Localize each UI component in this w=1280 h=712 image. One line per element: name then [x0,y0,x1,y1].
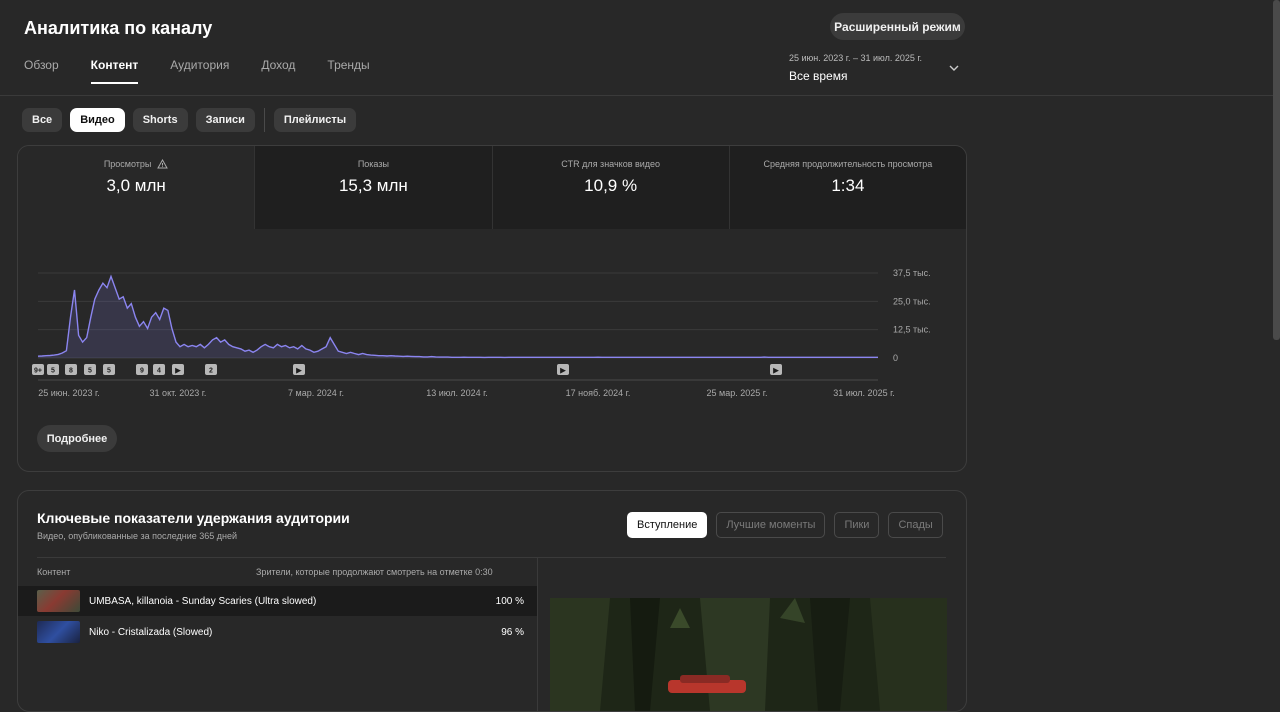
tab-intro[interactable]: Вступление [627,512,708,538]
tab-overview[interactable]: Обзор [24,58,59,72]
column-divider [537,558,538,711]
x-tick-label: 13 июл. 2024 г. [426,388,488,398]
column-header-content: Контент [37,567,71,577]
forest-preview-image [550,598,947,711]
tab-bar: Обзор Контент Аудитория Доход Тренды [24,58,402,84]
upload-marker-label: 2 [209,368,213,375]
upload-marker-label: ▶ [772,368,779,375]
y-tick-label: 37,5 тыс. [893,268,931,278]
advanced-mode-button[interactable]: Расширенный режим [830,13,965,40]
upload-marker [47,364,59,375]
header-divider [0,95,1280,96]
page-title: Аналитика по каналу [24,18,213,38]
chip-posts[interactable]: Записи [195,108,255,132]
upload-marker-label: 9 [140,368,144,375]
warning-icon [157,159,169,169]
metric-views-label: Просмотры [103,159,152,169]
metric-views[interactable]: Просмотры 3,0 млн [18,146,255,229]
metrics-card: Просмотры 3,0 млн Показы 15,3 млн CTR дл… [17,145,967,472]
chip-separator [263,108,265,132]
retention-divider [37,557,946,558]
tab-dips[interactable]: Спады [888,512,943,538]
retention-tabs: Вступление Лучшие моменты Пики Спады [627,512,952,538]
upload-marker [84,364,96,375]
metric-avg-duration-value: 1:34 [831,176,865,195]
metric-ctr[interactable]: CTR для значков видео 10,9 % [491,146,729,229]
metric-impressions-value: 15,3 млн [338,176,408,195]
retention-percent: 96 % [501,626,524,638]
upload-marker [136,364,148,375]
upload-marker [103,364,115,375]
date-range-picker[interactable]: 25 июн. 2023 г. – 31 июл. 2025 г. Все вр… [789,53,922,83]
chip-playlists[interactable]: Плейлисты [273,108,357,132]
tab-peaks[interactable]: Пики [834,512,880,538]
chip-video[interactable]: Видео [70,108,125,132]
video-title: UMBASA, killanoia - Sunday Scaries (Ultr… [89,595,317,607]
upload-marker-label: ▶ [295,368,302,375]
upload-marker [557,364,569,375]
video-thumbnail [37,590,80,612]
upload-marker [172,364,184,375]
tab-content[interactable]: Контент [90,58,138,84]
x-tick-label: 17 нояб. 2024 г. [566,388,631,398]
x-tick-label: 25 мар. 2025 г. [707,388,768,398]
video-preview[interactable] [550,598,947,711]
x-tick-label: 25 июн. 2023 г. [38,388,99,398]
metric-avg-duration-label: Средняя продолжительность просмотра [763,159,933,169]
upload-marker-label: 5 [51,368,55,375]
tab-revenue[interactable]: Доход [261,58,296,72]
upload-marker [153,364,165,375]
metric-impressions-label: Показы [357,159,389,169]
video-thumbnail [37,621,80,643]
metric-ctr-value: 10,9 % [584,176,638,195]
tab-trends[interactable]: Тренды [327,58,370,72]
upload-marker [32,364,44,375]
page-scrollbar[interactable] [1273,0,1280,340]
x-tick-label: 31 окт. 2023 г. [150,388,207,398]
upload-marker-label: ▶ [174,368,181,375]
retention-card: Ключевые показатели удержания аудитории … [17,490,967,712]
upload-marker-label: 9+ [34,368,42,375]
tab-best-moments[interactable]: Лучшие моменты [716,512,826,538]
upload-marker [293,364,305,375]
y-tick-label: 0 [893,353,898,363]
chevron-down-icon[interactable] [948,62,960,74]
retention-title: Ключевые показатели удержания аудитории [37,510,350,526]
y-tick-label: 25,0 тыс. [893,296,931,306]
metrics-row: Просмотры 3,0 млн Показы 15,3 млн CTR дл… [18,146,966,229]
date-range-text: 25 июн. 2023 г. – 31 июл. 2025 г. [789,53,923,63]
date-range-period: Все время [789,69,848,83]
more-details-button[interactable]: Подробнее [37,425,117,452]
upload-marker-label: 5 [107,368,111,375]
metric-impressions[interactable]: Показы 15,3 млн [254,146,492,229]
column-header-viewers: Зрители, которые продолжают смотреть на … [256,567,493,577]
series-area [38,276,878,358]
metric-label: Просмотры [104,159,169,169]
upload-marker [770,364,782,375]
upload-marker-label: 4 [157,368,161,375]
x-tick-label: 31 июл. 2025 г. [833,388,895,398]
retention-subtitle: Видео, опубликованные за последние 365 д… [37,531,238,541]
series-line [37,274,878,359]
metric-ctr-label: CTR для значков видео [561,159,661,169]
table-row[interactable]: UMBASA, killanoia - Sunday Scaries (Ultr… [18,586,537,616]
y-tick-label: 12,5 тыс. [893,325,931,335]
retention-percent: 100 % [495,595,524,607]
upload-marker [205,364,217,375]
upload-marker-label: 8 [69,368,73,375]
chip-all[interactable]: Все [22,108,63,132]
metric-avg-duration[interactable]: Средняя продолжительность просмотра 1:34 [728,146,966,229]
x-tick-label: 7 мар. 2024 г. [288,388,344,398]
upload-marker [65,364,77,375]
content-type-filter: Все Видео Shorts Записи Плейлисты [22,108,364,132]
table-row[interactable]: Niko - Cristalizada (Slowed) 96 % [18,617,537,647]
tab-audience[interactable]: Аудитория [170,58,230,72]
upload-marker-label: ▶ [559,368,566,375]
views-line-chart: 0 12,5 тыс. 25,0 тыс. 37,5 тыс. 9+ 5 8 5 5 9 4 ▶ 2 ▶ ▶… [32,268,931,398]
video-title: Niko - Cristalizada (Slowed) [89,626,213,638]
upload-marker-label: 5 [88,368,92,375]
metric-views-value: 3,0 млн [106,176,166,195]
chip-shorts[interactable]: Shorts [132,108,188,132]
